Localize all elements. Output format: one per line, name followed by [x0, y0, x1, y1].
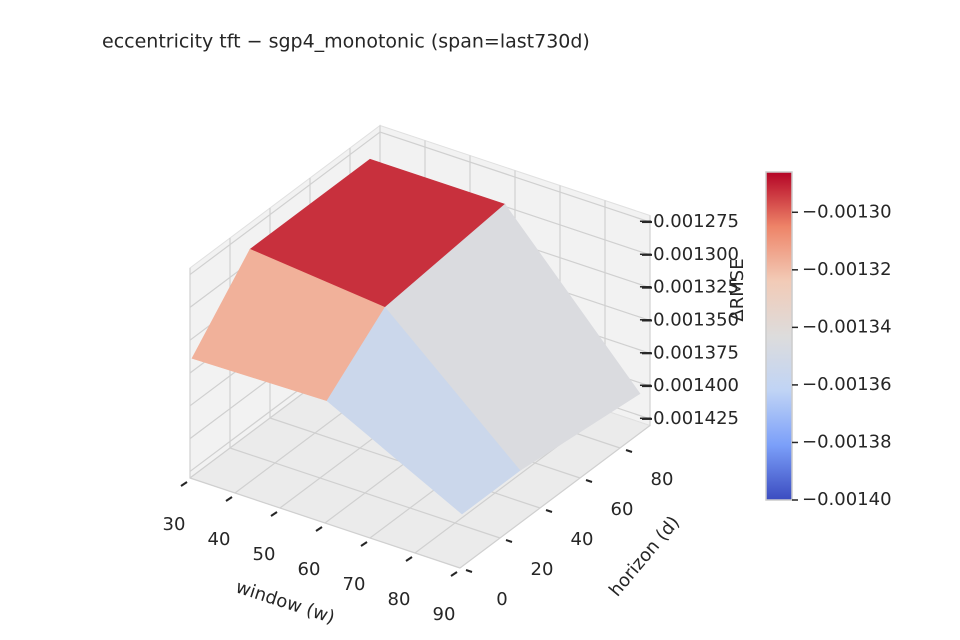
- x-tick: [315, 526, 323, 532]
- y-tick-label: 80: [651, 469, 674, 490]
- x-tick-label: 80: [388, 589, 411, 610]
- surface-face: [326, 306, 521, 515]
- z-tick-label: −0.001275: [638, 211, 739, 232]
- colorbar-tick-label: −0.00134: [802, 316, 892, 337]
- x-tick: [270, 511, 278, 517]
- z-tick-label: −0.001400: [638, 375, 739, 396]
- x-tick-label: 70: [343, 574, 366, 595]
- x-tick: [180, 481, 188, 487]
- x-tick-label: 30: [163, 514, 186, 535]
- z-tick-label: −0.001375: [638, 342, 739, 363]
- grid-line: [379, 131, 651, 223]
- y-tick-label: 40: [571, 529, 594, 550]
- y-tick: [585, 479, 593, 483]
- x-tick-label: 60: [298, 559, 321, 580]
- colorbar-tick-label: −0.00136: [802, 374, 892, 395]
- grid-line: [189, 477, 461, 569]
- y-tick-label: 60: [611, 499, 634, 520]
- x-tick: [405, 556, 413, 562]
- z-axis-label: ΔRMSE: [727, 258, 748, 321]
- grid-line: [229, 447, 501, 539]
- colorbar-tick-label: −0.00132: [802, 259, 892, 280]
- x-tick-label: 40: [208, 529, 231, 550]
- y-tick: [545, 509, 553, 513]
- x-tick-label: 90: [433, 604, 456, 625]
- colorbar-tick-label: −0.00130: [802, 201, 892, 222]
- colorbar-tick-label: −0.00140: [802, 489, 892, 510]
- y-tick: [465, 569, 473, 573]
- y-tick: [625, 449, 633, 453]
- colorbar-tick-label: −0.00138: [802, 431, 892, 452]
- chart-title: eccentricity tft − sgp4_monotonic (span=…: [102, 31, 590, 53]
- y-tick: [505, 539, 513, 543]
- grid-line: [189, 131, 381, 276]
- grid-line: [459, 425, 651, 569]
- colorbar: [765, 171, 793, 501]
- z-tick-label: −0.001325: [638, 277, 739, 298]
- y-axis-label: horizon (d): [605, 512, 684, 600]
- x-tick: [360, 541, 368, 547]
- x-tick: [450, 571, 458, 577]
- z-tick-label: −0.001350: [638, 310, 739, 331]
- x-axis-label: window (w): [233, 577, 337, 629]
- x-tick: [225, 496, 233, 502]
- z-tick-label: −0.001300: [638, 244, 739, 265]
- y-tick-label: 0: [496, 589, 507, 610]
- y-tick-label: 20: [531, 559, 554, 580]
- x-tick-label: 50: [253, 544, 276, 565]
- z-tick-label: −0.001425: [638, 408, 739, 429]
